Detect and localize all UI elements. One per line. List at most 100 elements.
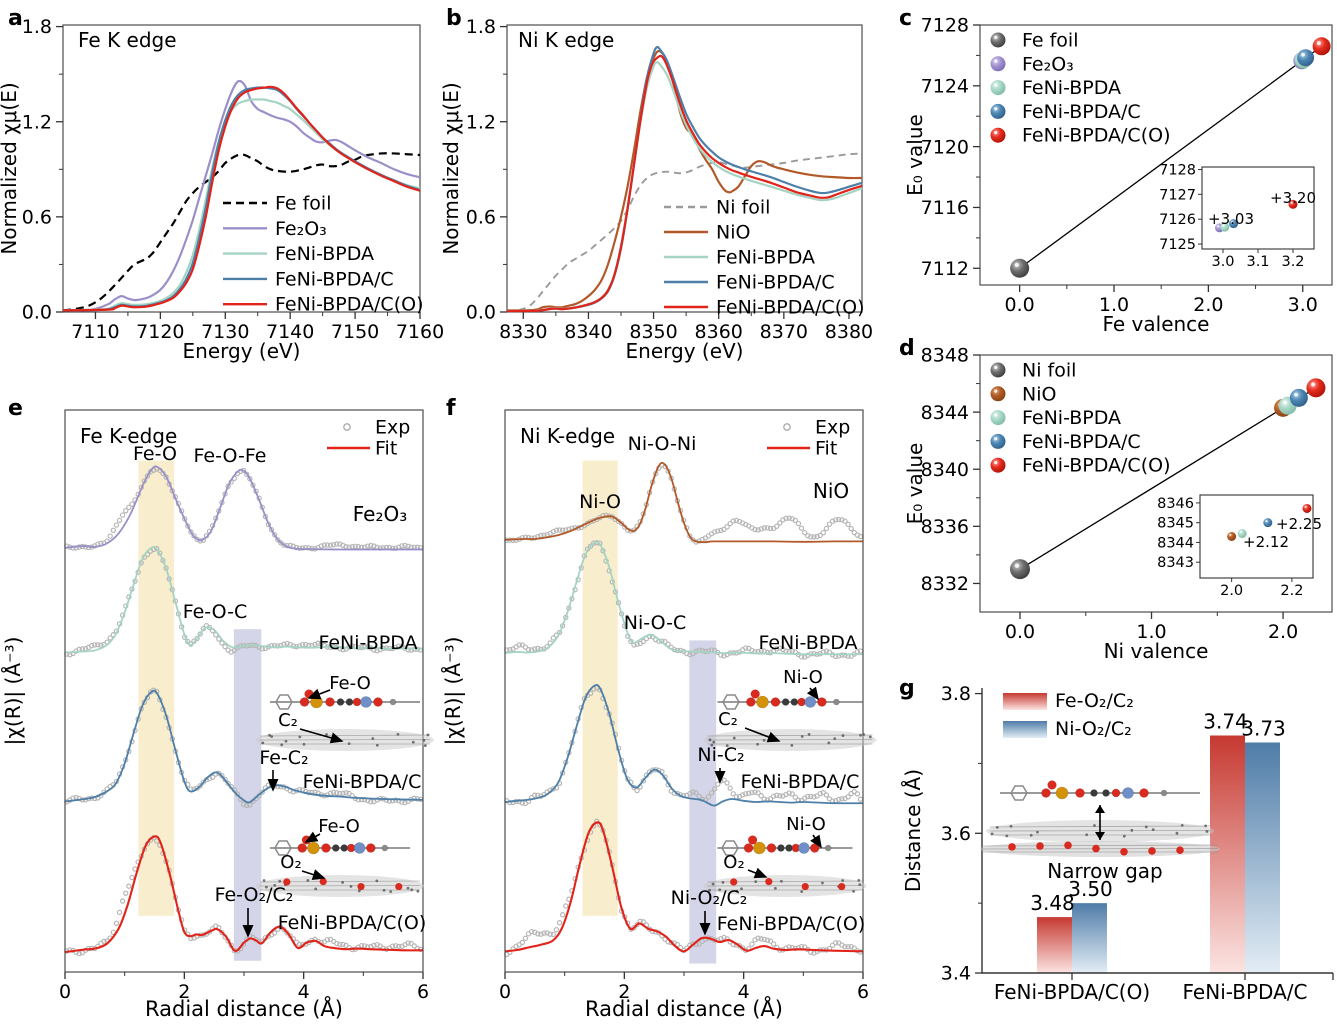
y-tick-label: 8340 [921, 459, 969, 481]
x-tick-label: 1.0 [1136, 621, 1166, 643]
oxygen-atom [730, 878, 738, 886]
panel-c: 0.0 1.0 2.0 3.0 7112 7116 7120 7124 7128 Fe valen… [903, 15, 1333, 336]
data-point-ball [1263, 518, 1273, 528]
data-point-ball [990, 410, 1006, 426]
legend-label: FeNi-BPDA/C [1022, 431, 1141, 453]
plot-frame [506, 24, 863, 313]
inset-x-tick: 2.0 [1220, 583, 1243, 599]
x-tick-label: 2.0 [1193, 294, 1223, 316]
y-tick-label: 8344 [921, 402, 969, 424]
benzene-ring [722, 694, 740, 710]
annotation-fe-c-: Fe-C₂ [259, 747, 308, 769]
y-tick-label: 7112 [921, 258, 969, 280]
annotation-nio: NiO [813, 479, 849, 503]
annotation-feni-bpda-c-o-: FeNi-BPDA/C(O) [278, 912, 426, 934]
x-tick-label: 7130 [201, 321, 249, 343]
fit-line-NiO [504, 461, 864, 544]
series-Fe foil [62, 152, 421, 312]
y-axis-label: E₀ value [903, 443, 927, 525]
annotation--3-03: +3.03 [1208, 210, 1254, 228]
annotation--2-12: +2.12 [1243, 533, 1289, 551]
annotation-o-: O₂ [280, 852, 301, 873]
x-tick-label: 7150 [331, 321, 379, 343]
annotation-o-: O₂ [723, 852, 744, 873]
data-point-ball [1312, 37, 1331, 56]
legend-label: Ni foil [716, 197, 770, 219]
panel-title: Ni K edge [518, 28, 614, 52]
y-tick-label: 1.8 [466, 16, 496, 38]
annotation-c-: C₂ [278, 710, 298, 731]
bar-Ni-O₂/C₂-FeNi-BPDA/C(O) [1072, 903, 1107, 973]
molecule-inset [256, 689, 434, 751]
highlight-band [689, 640, 717, 964]
legend: Ni foilNiOFeNi-BPDAFeNi-BPDA/CFeNi-BPDA/… [990, 360, 1170, 477]
y-tick-label: 7124 [921, 75, 969, 97]
annotation-ni-o: Ni-O [786, 814, 826, 835]
fit-line-FeNi-BPDA/C(O) [64, 835, 424, 954]
legend-label: NiO [1022, 383, 1056, 405]
legend-label: Fe foil [1022, 30, 1079, 52]
series-FeNi-BPDA/C(O) [62, 85, 421, 312]
benzene-ring [721, 840, 739, 856]
bar-Ni-O₂/C₂-FeNi-BPDA/C [1245, 742, 1280, 973]
annotation--2-25: +2.25 [1276, 515, 1322, 533]
panel-g: 3.483.50 3.743.73 3.4 3.6 3.8 FeNi-BPDA/C(O) F… [901, 683, 1334, 1004]
bar-value-label: 3.73 [1241, 716, 1286, 740]
bar-value-label: 3.48 [1030, 891, 1075, 915]
oxygen-atom [838, 882, 846, 891]
annotation-fe-o: Fe-O [133, 443, 177, 465]
y-tick-label: 1.8 [22, 16, 52, 38]
x-tick-label: 2.0 [1268, 621, 1298, 643]
legend-label: FeNi-BPDA/C(O) [1022, 125, 1170, 147]
bar-value-label: 3.50 [1068, 877, 1113, 901]
data-point-ball [990, 362, 1006, 378]
annotation-ni-o-c: Ni-O-C [624, 612, 686, 634]
bar-value-label: 3.74 [1203, 710, 1248, 734]
annotation-fe-o: Fe-O [329, 673, 371, 694]
oxygen-atom [395, 882, 403, 891]
y-tick-label: 0.0 [22, 302, 52, 324]
data-point-ball [1237, 529, 1247, 539]
panel-letter-c: c [899, 6, 913, 31]
bar-Fe-O₂/C₂-FeNi-BPDA/C(O) [1037, 917, 1072, 973]
x-tick-label: 8360 [695, 321, 743, 343]
data-point-ball [1227, 532, 1237, 541]
x-tick-label: 7140 [266, 321, 314, 343]
y-axis-label: |χ(R)| (Å⁻³) [1, 637, 25, 746]
y-axis-label: Normalized χμ(E) [0, 82, 21, 254]
panel-letter-a: a [8, 6, 23, 31]
data-point-ball [990, 56, 1006, 72]
x-tick-label: 2 [178, 981, 190, 1003]
legend-label: FeNi-BPDA [275, 243, 374, 265]
annotation-fe-o-c: Fe-O-C [183, 601, 248, 623]
annotation-ni-o: Ni-O [579, 491, 621, 513]
series-FeNi-BPDA/C(O) [506, 54, 863, 313]
plot-frame [62, 24, 421, 313]
bar-series [1037, 735, 1280, 973]
exp-points-NiO [504, 462, 864, 545]
x-axis-label: Ni valence [1104, 639, 1209, 663]
legend-label: FeNi-BPDA/C(O) [275, 294, 423, 316]
annotation-feni-bpda-c: FeNi-BPDA/C [303, 771, 422, 793]
data-point-ball [1010, 258, 1030, 278]
inset-x-tick: 3.0 [1211, 254, 1234, 270]
x-tick-label: 7120 [136, 321, 184, 343]
fit-line-FeNi-BPDA [64, 546, 424, 654]
panel-f: 0 2 4 6 Ni K-edge Radial distance (Å) |χ(R)| (… [441, 409, 877, 1021]
annotation-fe-o: Fe-O [318, 816, 360, 837]
legend-swatch [1003, 721, 1047, 738]
fit-line-Fe₂O₃ [64, 465, 423, 551]
bar-Fe-O₂/C₂-FeNi-BPDA/C [1210, 735, 1245, 973]
x-axis-label: Radial distance (Å) [585, 995, 783, 1021]
y-tick-label: 0.6 [466, 207, 496, 229]
benzene-ring [275, 694, 293, 710]
y-tick-label: 8336 [921, 516, 969, 538]
data-point-ball [1009, 559, 1030, 580]
y-axis-label: Normalized χμ(E) [439, 82, 463, 254]
legend-label: FeNi-BPDA [1022, 77, 1121, 99]
legend-label: FeNi-BPDA [716, 247, 815, 269]
inset-y-tick: 8343 [1157, 555, 1194, 571]
